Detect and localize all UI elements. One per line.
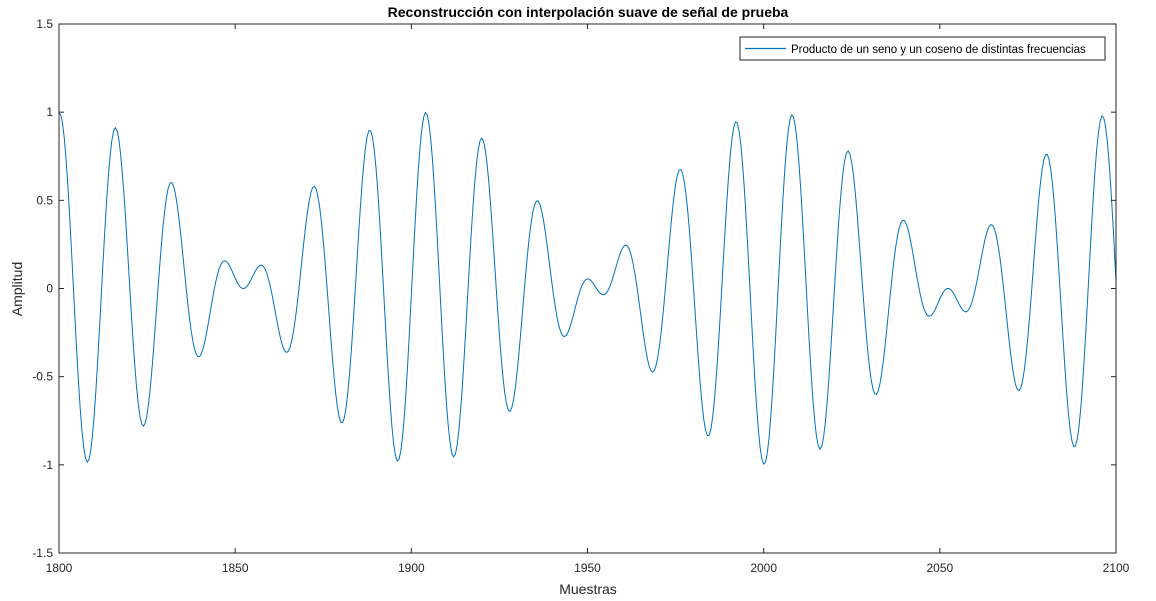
- legend: Producto de un seno y un coseno de disti…: [739, 36, 1106, 61]
- y-tick-label: -0.5: [32, 370, 53, 384]
- x-tick-label: 1950: [574, 561, 601, 575]
- y-tick-label: 1: [46, 105, 53, 119]
- x-tick-label: 2000: [750, 561, 777, 575]
- x-axis-ticks: 1800 1850 1900 1950 2000 2050 2100: [46, 24, 1130, 575]
- x-tick-label: 2100: [1103, 561, 1130, 575]
- y-tick-label: 0: [46, 282, 53, 296]
- y-axis-ticks: 1.5 1 0.5 0 -0.5 -1 -1.5: [32, 17, 1116, 560]
- chart-title: Reconstrucción con interpolación suave d…: [388, 4, 789, 20]
- x-tick-label: 1800: [46, 561, 73, 575]
- plot-area: [58, 23, 1117, 554]
- x-tick-label: 1900: [398, 561, 425, 575]
- y-tick-label: 0.5: [36, 193, 53, 207]
- legend-label: Producto de un seno y un coseno de disti…: [791, 44, 1086, 56]
- y-tick-label: -1: [42, 458, 53, 472]
- x-axis-label: Muestras: [559, 581, 617, 597]
- x-tick-label: 1850: [222, 561, 249, 575]
- plot-background: [59, 24, 1116, 553]
- legend-box: [739, 36, 1106, 61]
- x-tick-label: 2050: [926, 561, 953, 575]
- y-tick-label: -1.5: [32, 546, 53, 560]
- series-line: [59, 111, 1116, 466]
- y-axis-label: Amplitud: [9, 262, 25, 316]
- y-tick-label: 1.5: [36, 17, 53, 31]
